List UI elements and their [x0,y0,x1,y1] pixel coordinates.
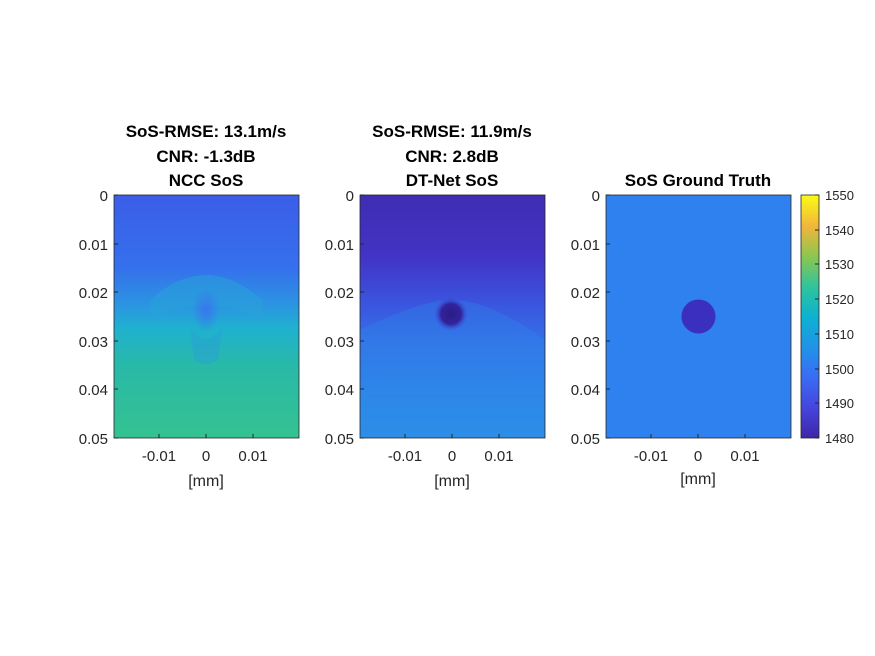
panel-dtnet-y-ticks: 0 0.01 0.02 0.03 0.04 0.05 [325,188,364,448]
panel-dtnet-x-ticks: -0.01 0 0.01 [388,434,514,465]
colorbar-tick-label: 1500 [825,362,854,377]
panel-dtnet-title-line-3: DT-Net SoS [406,171,499,190]
colorbar-gradient [800,194,820,439]
panel-ncc-title-line-1: SoS-RMSE: 13.1m/s [126,122,287,141]
panel-gt-title: SoS Ground Truth [625,171,771,190]
panel-dtnet-ytick-label: 0.04 [325,382,354,399]
panel-dtnet-lower-region [360,300,545,438]
panel-ncc-xlabel: [mm] [188,473,224,490]
panel-ncc-xtick-label: -0.01 [142,448,176,465]
panel-ncc-shadow [190,328,222,364]
panel-ncc-ytick-label: 0 [100,188,108,205]
panel-ncc-ytick-label: 0.03 [79,334,108,351]
panel-ncc-x-ticks: -0.01 0 0.01 [142,434,268,465]
panel-gt-xlabel: [mm] [680,471,716,488]
panel-ncc-title-line-3: NCC SoS [169,171,244,190]
panel-dtnet-inclusion [434,297,468,331]
colorbar-tick-label: 1550 [825,188,854,203]
colorbar-tick-label: 1510 [825,327,854,342]
panel-ncc-title-line-2: CNR: -1.3dB [156,147,255,166]
colorbar: 1550 1540 1530 1520 1510 1500 1490 1480 [800,188,854,446]
panel-gt-ytick-label: 0 [592,188,600,205]
panel-ground-truth: SoS Ground Truth 0 0.01 0.02 0.03 0.04 0… [571,171,792,488]
panel-ncc: SoS-RMSE: 13.1m/s CNR: -1.3dB NCC SoS 0 … [79,122,300,490]
panel-gt-xtick-label: 0.01 [730,448,759,465]
panel-ncc-y-ticks: 0 0.01 0.02 0.03 0.04 0.05 [79,188,118,448]
panel-dtnet-ytick-label: 0 [346,188,354,205]
panel-ncc-inclusion [192,288,220,332]
colorbar-ticks: 1550 1540 1530 1520 1510 1500 1490 1480 [815,188,854,446]
panel-gt-ytick-label: 0.02 [571,285,600,302]
panel-gt-ytick-label: 0.04 [571,382,600,399]
panel-dtnet-ytick-label: 0.01 [325,237,354,254]
panel-dtnet-title-line-1: SoS-RMSE: 11.9m/s [372,122,532,141]
panel-ncc-ytick-label: 0.04 [79,382,108,399]
panel-dtnet-xtick-label: -0.01 [388,448,422,465]
panel-dtnet-ytick-label: 0.05 [325,431,354,448]
panel-gt-x-ticks: -0.01 0 0.01 [634,434,760,465]
panel-dtnet-ytick-label: 0.03 [325,334,354,351]
panel-gt-inclusion [681,299,716,334]
panel-gt-y-ticks: 0 0.01 0.02 0.03 0.04 0.05 [571,188,610,448]
panel-dtnet-title-line-2: CNR: 2.8dB [405,147,499,166]
panel-gt-ytick-label: 0.05 [571,431,600,448]
panel-dtnet-xlabel: [mm] [434,473,470,490]
colorbar-tick-label: 1520 [825,292,854,307]
colorbar-tick-label: 1480 [825,431,854,446]
panel-ncc-ytick-label: 0.05 [79,431,108,448]
panel-dtnet-xtick-label: 0.01 [484,448,513,465]
colorbar-tick-label: 1530 [825,257,854,272]
panel-dtnet-ytick-label: 0.02 [325,285,354,302]
panel-gt-xtick-label: -0.01 [634,448,668,465]
panel-ncc-xtick-label: 0 [202,448,210,465]
panel-gt-xtick-label: 0 [694,448,702,465]
panel-ncc-xtick-label: 0.01 [238,448,267,465]
panel-gt-ytick-label: 0.03 [571,334,600,351]
colorbar-tick-label: 1490 [825,396,854,411]
panel-ncc-ytick-label: 0.02 [79,285,108,302]
colorbar-tick-label: 1540 [825,223,854,238]
panel-ncc-ytick-label: 0.01 [79,237,108,254]
panel-dtnet-xtick-label: 0 [448,448,456,465]
panel-dtnet: SoS-RMSE: 11.9m/s CNR: 2.8dB DT-Net SoS … [325,122,546,490]
panel-gt-ytick-label: 0.01 [571,237,600,254]
